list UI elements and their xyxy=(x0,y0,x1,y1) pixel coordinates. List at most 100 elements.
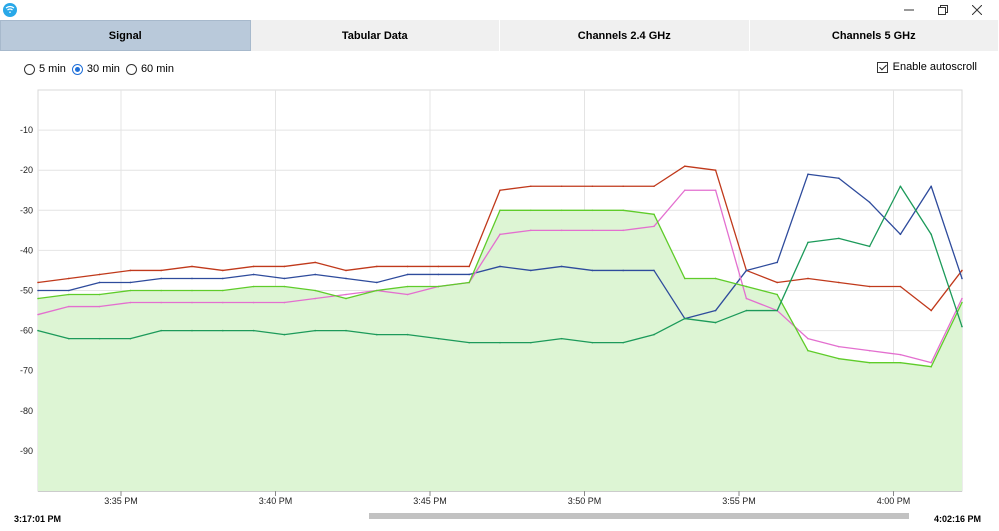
restore-icon[interactable] xyxy=(929,1,957,19)
radio-60-min[interactable]: 60 min xyxy=(125,63,174,75)
series-point-magenta xyxy=(530,229,532,232)
series-point-blue xyxy=(776,261,778,264)
series-point-lime xyxy=(37,297,39,300)
series-point-blue xyxy=(653,269,655,272)
series-point-red xyxy=(838,281,840,284)
radio-30-min-circle[interactable] xyxy=(71,63,83,75)
series-point-lime xyxy=(406,285,409,288)
series-point-blue xyxy=(222,277,224,280)
series-point-magenta xyxy=(622,229,624,232)
series-point-magenta xyxy=(68,305,70,308)
series-point-green xyxy=(252,329,255,332)
autoscroll-toggle[interactable]: Enable autoscroll xyxy=(876,61,977,73)
series-point-blue xyxy=(283,277,286,280)
tab-signal[interactable]: Signal xyxy=(0,20,251,51)
series-point-magenta xyxy=(560,229,563,232)
series-point-lime xyxy=(314,289,317,292)
series-point-blue xyxy=(314,273,317,276)
series-point-blue xyxy=(345,277,347,280)
series-point-lime xyxy=(961,301,963,304)
series-point-lime xyxy=(437,285,440,288)
series-point-blue xyxy=(499,265,501,268)
close-icon[interactable] xyxy=(963,1,991,19)
series-point-red xyxy=(252,265,255,268)
radio-30-min-label: 30 min xyxy=(86,63,120,75)
y-tick-label: -40 xyxy=(20,245,33,255)
chart-fill xyxy=(38,210,962,492)
radio-5-min[interactable]: 5 min xyxy=(24,63,66,75)
series-point-lime xyxy=(252,285,255,288)
x-tick-label: 3:50 PM xyxy=(568,496,602,506)
series-point-lime xyxy=(468,281,471,284)
series-point-green xyxy=(591,341,594,344)
series-point-red xyxy=(499,189,501,192)
series-point-magenta xyxy=(499,233,501,236)
series-point-green xyxy=(961,325,963,328)
y-tick-label: -20 xyxy=(20,165,33,175)
radio-5-min-circle[interactable] xyxy=(24,63,35,75)
y-tick-label: -90 xyxy=(20,446,33,456)
x-axis-ticks: 3:35 PM 3:40 PM 3:45 PM 3:50 PM 3:55 PM 4:00 … xyxy=(104,496,910,506)
series-point-lime xyxy=(129,289,132,292)
series-point-green xyxy=(37,329,39,332)
series-point-magenta xyxy=(160,301,162,304)
y-tick-label: -50 xyxy=(20,286,33,296)
series-point-green xyxy=(930,233,932,236)
series-point-green xyxy=(653,333,655,336)
series-point-lime xyxy=(345,297,347,300)
y-axis-ticks: -10 -20 -30 -40 -50 -60 -70 -80 -90 xyxy=(20,125,33,456)
series-point-lime xyxy=(68,293,70,296)
tab-tabular-data[interactable]: Tabular Data xyxy=(250,20,500,51)
autoscroll-checkbox[interactable] xyxy=(876,61,888,73)
series-point-lime xyxy=(684,277,686,280)
series-point-blue xyxy=(530,269,532,272)
series-point-blue xyxy=(899,233,902,236)
series-point-blue xyxy=(714,309,717,312)
series-point-lime xyxy=(622,209,624,212)
series-point-blue xyxy=(98,281,101,284)
series-point-magenta xyxy=(653,225,655,228)
series-point-blue xyxy=(560,265,563,268)
tab-channels-5ghz[interactable]: Channels 5 GHz xyxy=(749,20,999,51)
timeline-scrollbar[interactable] xyxy=(369,513,909,519)
series-point-magenta xyxy=(37,313,39,316)
radio-60-min-circle[interactable] xyxy=(125,63,137,75)
series-point-lime xyxy=(560,209,563,212)
series-point-green xyxy=(437,337,440,340)
series-point-blue xyxy=(807,173,809,176)
series-point-red xyxy=(961,269,963,272)
radio-5-min-label: 5 min xyxy=(39,63,66,75)
series-point-red xyxy=(868,285,871,288)
series-point-lime xyxy=(283,285,286,288)
tab-tabular-data-label: Tabular Data xyxy=(341,29,408,42)
series-point-magenta xyxy=(283,301,286,304)
minimize-icon[interactable] xyxy=(895,1,923,19)
series-point-red xyxy=(591,185,594,188)
series-point-lime xyxy=(222,289,224,292)
series-point-lime xyxy=(530,209,532,212)
y-tick-label: -30 xyxy=(20,205,33,215)
series-point-red xyxy=(899,285,902,288)
series-point-blue xyxy=(129,281,132,284)
series-point-lime xyxy=(930,365,932,368)
series-point-blue xyxy=(37,289,39,292)
series-point-lime xyxy=(160,289,162,292)
radio-30-min[interactable]: 30 min xyxy=(71,63,120,75)
series-point-green xyxy=(98,337,101,340)
series-point-lime xyxy=(376,289,378,292)
series-point-red xyxy=(653,185,655,188)
series-point-blue xyxy=(961,277,963,280)
series-point-green xyxy=(314,329,317,332)
series-point-green xyxy=(283,333,286,336)
series-point-magenta xyxy=(961,297,963,300)
series-point-blue xyxy=(252,273,255,276)
series-point-red xyxy=(37,281,39,284)
series-point-green xyxy=(376,333,378,336)
series-point-green xyxy=(222,329,224,332)
series-point-green xyxy=(622,341,624,344)
tab-channels-24ghz[interactable]: Channels 2.4 GHz xyxy=(500,20,750,51)
series-point-green xyxy=(468,341,471,344)
series-point-blue xyxy=(468,273,471,276)
series-point-lime xyxy=(714,277,717,280)
series-point-green xyxy=(530,341,532,344)
